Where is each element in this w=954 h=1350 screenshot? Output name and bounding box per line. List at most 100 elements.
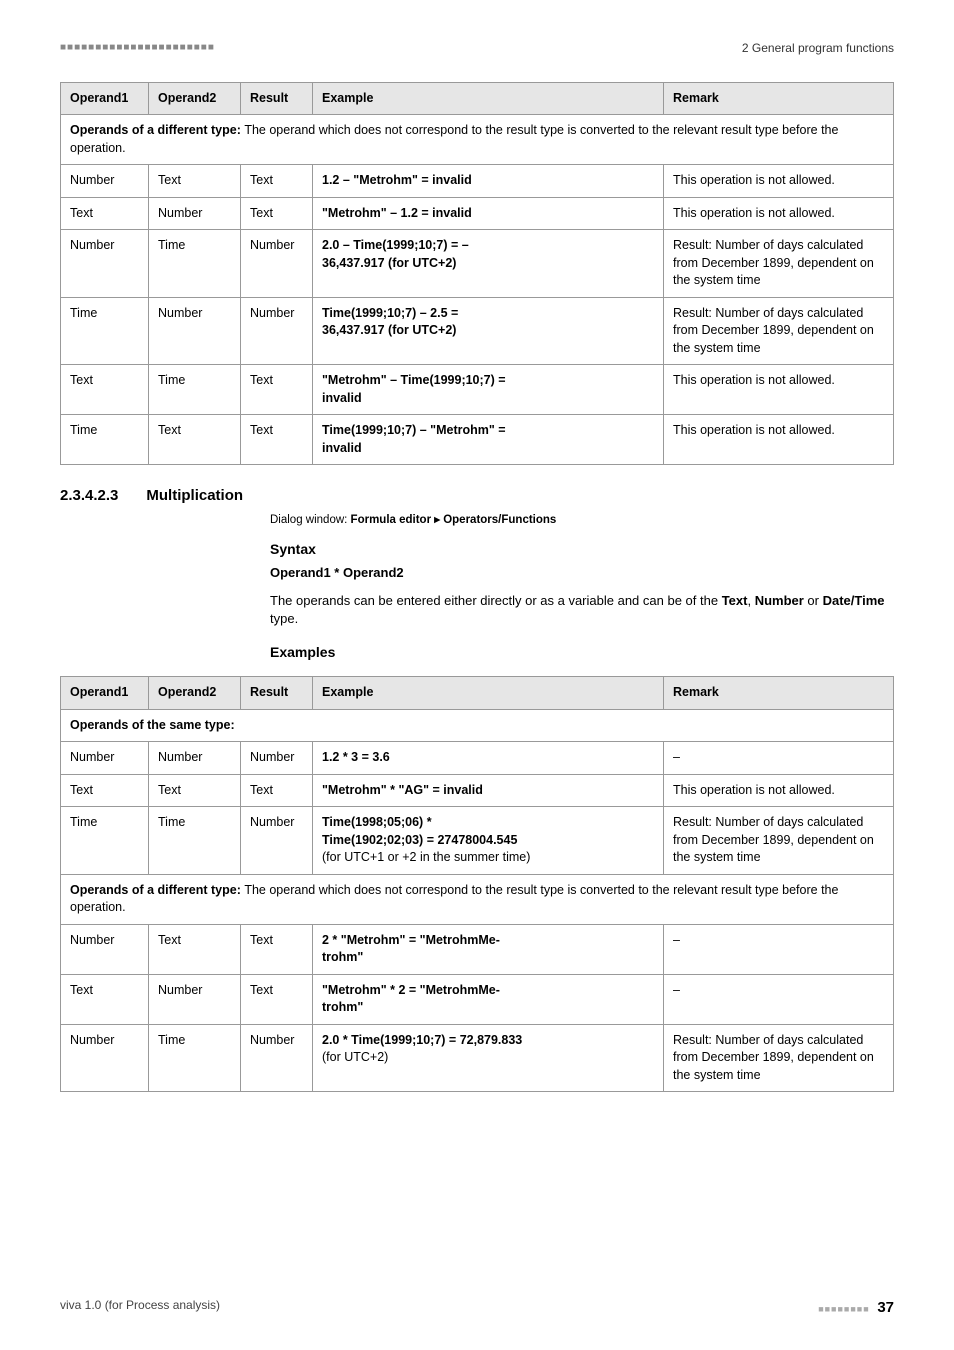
ex-sub: 36,437.917 (for UTC+2) <box>322 323 456 337</box>
ex-sub: (for UTC+1 or +2 in the summer time) <box>322 850 530 864</box>
cell: Number <box>241 742 313 775</box>
para-text: type. <box>270 611 298 626</box>
ex-bold: 2.0 * Time(1999;10;7) = 72,879.833 <box>322 1033 522 1047</box>
ex-bold: "Metrohm" * 2 = "MetrohmMe- <box>322 983 500 997</box>
cell: Number <box>149 197 241 230</box>
cell: Text <box>241 974 313 1024</box>
cell: Time <box>149 365 241 415</box>
cell-remark: – <box>664 742 894 775</box>
cell-remark: – <box>664 924 894 974</box>
cell: Text <box>241 415 313 465</box>
cell-remark: Result: Number of days calculated from D… <box>664 297 894 365</box>
ex-sub: (for UTC+2) <box>322 1050 388 1064</box>
cell: Number <box>61 1024 149 1092</box>
cell-example: "Metrohm" * 2 = "MetrohmMe- trohm" <box>313 974 664 1024</box>
cell: Text <box>149 924 241 974</box>
th-operand1: Operand1 <box>61 677 149 710</box>
table-header-row: Operand1 Operand2 Result Example Remark <box>61 82 894 115</box>
para-bold: Date/Time <box>823 593 885 608</box>
cell-remark: This operation is not allowed. <box>664 165 894 198</box>
cell: Text <box>149 165 241 198</box>
cell-example: 2 * "Metrohm" = "MetrohmMe- trohm" <box>313 924 664 974</box>
cell: Number <box>61 924 149 974</box>
ex-bold: invalid <box>322 391 362 405</box>
cell: Number <box>149 742 241 775</box>
dialog-path: Formula editor ▸ Operators/Functions <box>351 514 557 526</box>
ex-bold: Time(1998;05;06) * <box>322 815 432 829</box>
th-operand1: Operand1 <box>61 82 149 115</box>
ex-bold: 1.2 – "Metrohm" = invalid <box>322 173 472 187</box>
ex-bold: "Metrohm" * "AG" = invalid <box>322 783 483 797</box>
span-note: Operands of a different type: The operan… <box>61 874 894 924</box>
cell-remark: This operation is not allowed. <box>664 197 894 230</box>
ex-bold: 2.0 – Time(1999;10;7) = – <box>322 238 469 252</box>
syntax-heading: Syntax <box>270 540 894 560</box>
section-number: 2.3.4.2.3 <box>60 485 118 506</box>
th-remark: Remark <box>664 82 894 115</box>
cell-example: 1.2 – "Metrohm" = invalid <box>313 165 664 198</box>
cell-remark: – <box>664 974 894 1024</box>
footer-product: viva 1.0 (for Process analysis) <box>60 1297 220 1318</box>
table-row: Text Number Text "Metrohm" * 2 = "Metroh… <box>61 974 894 1024</box>
table-row: Text Text Text "Metrohm" * "AG" = invali… <box>61 774 894 807</box>
cell-example: "Metrohm" – Time(1999;10;7) = invalid <box>313 365 664 415</box>
table-row: Operands of a different type: The operan… <box>61 115 894 165</box>
ex-bold: 1.2 * 3 = 3.6 <box>322 750 390 764</box>
table-header-row: Operand1 Operand2 Result Example Remark <box>61 677 894 710</box>
table-row: Number Number Number 1.2 * 3 = 3.6 – <box>61 742 894 775</box>
th-operand2: Operand2 <box>149 677 241 710</box>
cell-remark: This operation is not allowed. <box>664 774 894 807</box>
table-row: Time Text Text Time(1999;10;7) – "Metroh… <box>61 415 894 465</box>
ex-bold: 2 * "Metrohm" = "MetrohmMe- <box>322 933 500 947</box>
ex-bold: invalid <box>322 441 362 455</box>
cell: Text <box>61 974 149 1024</box>
ex-sub: 36,437.917 (for UTC+2) <box>322 256 456 270</box>
cell-remark: Result: Number of days calculated from D… <box>664 807 894 875</box>
section-title: Multiplication <box>146 485 243 506</box>
cell: Time <box>149 807 241 875</box>
cell: Number <box>61 742 149 775</box>
cell: Time <box>61 415 149 465</box>
cell: Number <box>241 230 313 298</box>
th-result: Result <box>241 82 313 115</box>
table-row: Number Text Text 2 * "Metrohm" = "Metroh… <box>61 924 894 974</box>
cell: Text <box>149 774 241 807</box>
cell: Text <box>241 924 313 974</box>
cell-example: Time(1999;10;7) – 2.5 = 36,437.917 (for … <box>313 297 664 365</box>
page-header: ■■■■■■■■■■■■■■■■■■■■■■ 2 General program… <box>60 40 894 57</box>
para-bold: Text <box>722 593 748 608</box>
ex-bold: Time(1999;10;7) – "Metrohm" = <box>322 423 506 437</box>
span-note-bold: Operands of a different type: <box>70 883 244 897</box>
page: ■■■■■■■■■■■■■■■■■■■■■■ 2 General program… <box>0 0 954 1350</box>
ex-bold: "Metrohm" – Time(1999;10;7) = <box>322 373 506 387</box>
table-row: Time Time Number Time(1998;05;06) * Time… <box>61 807 894 875</box>
cell-example: 2.0 * Time(1999;10;7) = 72,879.833 (for … <box>313 1024 664 1092</box>
th-result: Result <box>241 677 313 710</box>
cell: Number <box>149 297 241 365</box>
cell: Text <box>241 165 313 198</box>
cell-example: Time(1999;10;7) – "Metrohm" = invalid <box>313 415 664 465</box>
cell: Time <box>61 807 149 875</box>
paragraph: The operands can be entered either direc… <box>270 592 894 628</box>
para-text: The operands can be entered either direc… <box>270 593 722 608</box>
cell: Number <box>241 297 313 365</box>
cell: Text <box>61 197 149 230</box>
cell-example: "Metrohm" * "AG" = invalid <box>313 774 664 807</box>
cell: Number <box>61 165 149 198</box>
span-note-bold: Operands of the same type: <box>70 718 235 732</box>
cell: Time <box>149 1024 241 1092</box>
page-number: 37 <box>877 1299 894 1316</box>
header-dots: ■■■■■■■■■■■■■■■■■■■■■■ <box>60 41 215 55</box>
section-heading: 2.3.4.2.3 Multiplication <box>60 485 894 506</box>
para-text: or <box>804 593 823 608</box>
cell: Number <box>61 230 149 298</box>
span-note: Operands of the same type: <box>61 709 894 742</box>
dialog-line: Dialog window: Formula editor ▸ Operator… <box>270 512 894 528</box>
cell: Text <box>241 774 313 807</box>
th-example: Example <box>313 82 664 115</box>
cell: Number <box>241 1024 313 1092</box>
ex-bold: 36,437.917 (for UTC+2) <box>322 256 456 270</box>
breadcrumb: 2 General program functions <box>742 40 894 57</box>
th-operand2: Operand2 <box>149 82 241 115</box>
cell: Text <box>61 774 149 807</box>
